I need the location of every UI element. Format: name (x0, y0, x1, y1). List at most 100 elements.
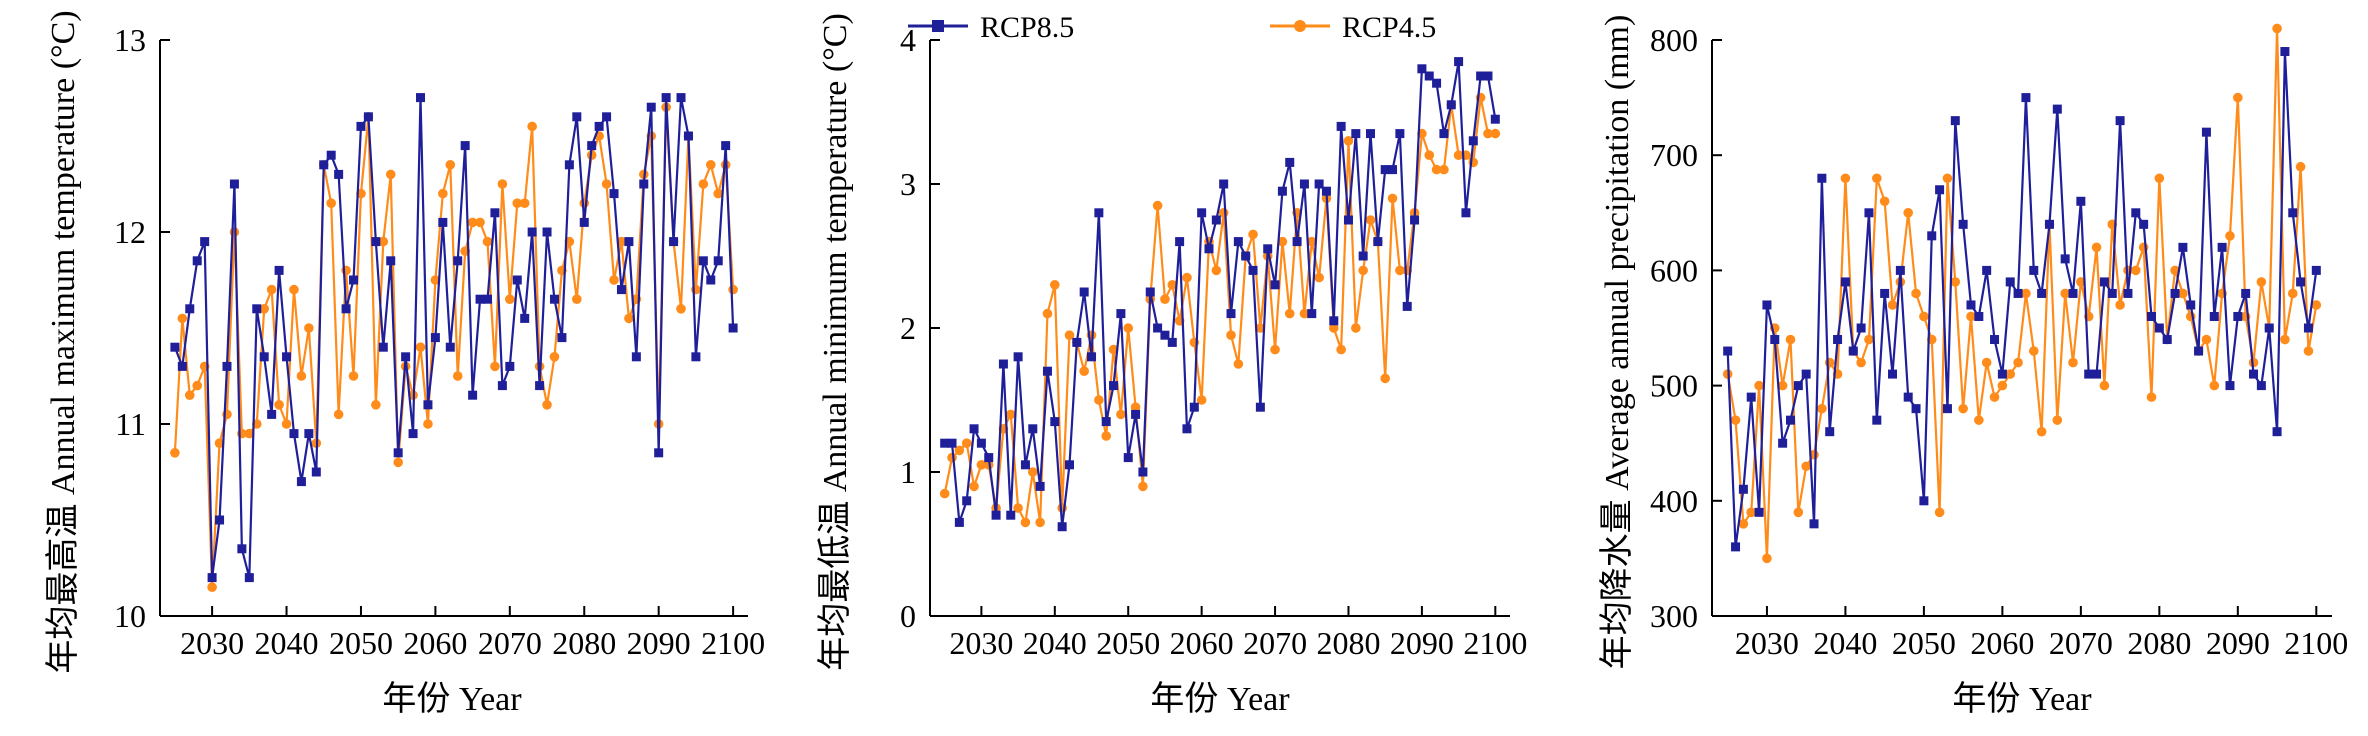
x-tick-label: 2100 (2284, 625, 2348, 661)
data-point-rcp45 (259, 304, 270, 314)
data-point-rcp45 (1130, 402, 1141, 413)
data-point-rcp45 (1035, 517, 1045, 528)
data-point-rcp45 (393, 457, 403, 468)
data-point-rcp45 (542, 400, 552, 410)
data-point-rcp85 (237, 544, 247, 554)
data-point-rcp85 (1211, 215, 1221, 225)
data-point-rcp45 (1490, 128, 1501, 139)
y-tick-label: 600 (1650, 252, 1698, 288)
data-point-rcp45 (1328, 323, 1339, 333)
data-point-rcp45 (505, 294, 515, 305)
data-point-rcp85 (1746, 392, 1756, 402)
data-point-rcp85 (1864, 208, 1874, 218)
y-tick-label: 4 (900, 22, 916, 58)
data-point-rcp85 (1801, 369, 1811, 379)
data-point-rcp85 (1809, 519, 1819, 529)
data-point-rcp85 (1028, 424, 1038, 434)
data-point-rcp85 (497, 381, 507, 391)
y-axis-label: 年均最高温 Annual maximum temperature (°C) (44, 10, 82, 673)
data-point-rcp45 (1958, 403, 1968, 414)
data-point-rcp45 (1911, 288, 1921, 299)
data-point-rcp45 (1746, 507, 1757, 518)
data-point-rcp45 (1942, 173, 1953, 184)
data-point-rcp85 (984, 453, 994, 463)
data-point-rcp45 (2146, 392, 2157, 402)
data-point-rcp85 (1255, 402, 1265, 412)
data-point-rcp45 (1094, 395, 1104, 405)
x-tick-label: 2080 (1316, 625, 1380, 661)
x-tick-label: 2090 (2206, 625, 2270, 661)
data-point-rcp45 (2021, 288, 2031, 299)
y-tick-label: 11 (115, 406, 146, 442)
data-point-rcp85 (1292, 237, 1302, 247)
data-point-rcp85 (1321, 186, 1331, 196)
data-point-rcp85 (2311, 265, 2321, 275)
data-point-rcp85 (1020, 460, 1030, 470)
data-point-rcp45 (2138, 242, 2149, 253)
data-point-rcp85 (706, 275, 716, 285)
data-point-rcp45 (2068, 357, 2078, 368)
y-tick-label: 2 (900, 310, 916, 346)
data-point-rcp45 (1123, 323, 1134, 333)
data-point-rcp85 (2107, 288, 2117, 298)
data-point-rcp45 (452, 371, 463, 381)
data-point-rcp85 (2044, 219, 2054, 229)
data-point-rcp85 (192, 256, 202, 266)
data-point-rcp85 (639, 179, 649, 189)
data-point-rcp85 (2013, 288, 2023, 298)
x-tick-label: 2090 (627, 625, 691, 661)
data-point-rcp85 (1314, 179, 1324, 189)
data-point-rcp45 (1306, 236, 1317, 247)
data-point-rcp45 (304, 323, 314, 333)
data-point-rcp45 (1387, 193, 1398, 204)
data-point-rcp85 (1042, 366, 1052, 376)
data-point-rcp45 (1824, 357, 1835, 368)
data-point-rcp85 (1461, 208, 1471, 218)
data-point-rcp45 (1358, 265, 1368, 276)
data-point-rcp45 (423, 419, 433, 429)
data-point-rcp45 (969, 481, 979, 492)
data-point-rcp85 (631, 352, 641, 362)
data-point-rcp85 (2178, 242, 2188, 252)
data-point-rcp85 (1116, 309, 1126, 319)
data-point-rcp45 (976, 460, 987, 470)
data-point-rcp45 (207, 582, 217, 592)
data-point-rcp85 (267, 409, 277, 419)
data-point-rcp85 (401, 352, 411, 362)
data-point-rcp85 (1160, 330, 1170, 340)
data-point-rcp85 (1064, 460, 1074, 470)
data-point-rcp45 (1793, 507, 1804, 518)
data-point-rcp45 (579, 198, 590, 208)
chart-panel-max-temperature: 年均最高温 Annual maximum temperature (°C) 年份… (44, 10, 765, 718)
x-tick-label: 2040 (1813, 625, 1877, 661)
data-point-rcp85 (2249, 369, 2259, 379)
data-point-rcp85 (1226, 309, 1236, 319)
data-point-rcp85 (669, 237, 679, 247)
data-point-rcp45 (1233, 359, 1244, 369)
data-point-rcp85 (2209, 311, 2219, 321)
data-point-rcp85 (1189, 402, 1199, 412)
data-point-rcp85 (991, 510, 1001, 520)
data-point-rcp85 (2154, 323, 2164, 333)
legend-label-rcp45: RCP4.5 (1342, 11, 1436, 44)
data-point-rcp85 (1050, 417, 1060, 427)
data-point-rcp85 (1285, 157, 1295, 167)
data-point-rcp85 (1825, 427, 1835, 437)
data-point-rcp45 (1989, 392, 2000, 402)
legend: RCP8.5 RCP4.5 (908, 11, 1436, 44)
data-point-rcp85 (549, 294, 559, 304)
data-point-rcp45 (961, 438, 972, 449)
data-point-rcp85 (691, 352, 701, 362)
data-point-rcp45 (1887, 300, 1898, 310)
x-tick-label: 2080 (552, 625, 616, 661)
data-point-rcp85 (2139, 219, 2149, 229)
data-point-rcp45 (1840, 173, 1851, 184)
data-point-rcp85 (1417, 64, 1427, 74)
data-point-rcp85 (416, 93, 426, 103)
x-tick-label: 2040 (255, 625, 319, 661)
data-point-rcp85 (1233, 237, 1243, 247)
data-point-rcp45 (348, 371, 359, 381)
y-tick-label: 0 (900, 598, 916, 634)
data-point-rcp85 (1974, 311, 1984, 321)
data-point-rcp85 (2170, 288, 2180, 298)
